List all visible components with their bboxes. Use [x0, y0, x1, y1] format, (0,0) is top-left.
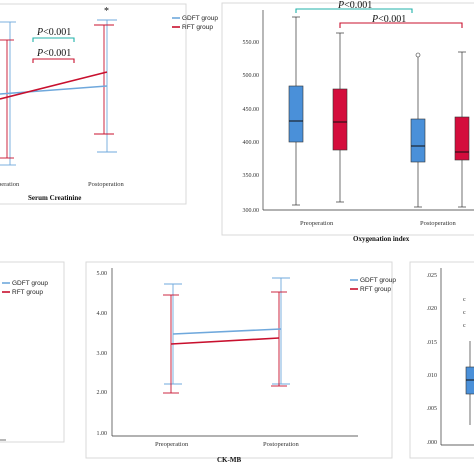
series-line-rft — [170, 337, 280, 345]
legend-label-rft: RFT group — [360, 286, 391, 293]
box-iqr — [288, 85, 304, 143]
error-bars-rft — [0, 24, 114, 159]
box-rft-postoperation — [454, 51, 470, 208]
y-tick-label: 550.00 — [243, 40, 260, 46]
axis-title-oxygenation-index: Oxygenation index — [353, 235, 410, 243]
panel-serum-creatinine: P<0.001 P<0.001 * GDFT group RFT group p… — [0, 3, 218, 205]
panel-right-partial: .000 .005 .010 .015 .020 .025 c c c — [409, 261, 474, 459]
y-tick-label: .020 — [427, 306, 438, 312]
box-iqr — [410, 118, 426, 163]
significance-bracket-red — [32, 58, 75, 63]
p-value-label-1: P<0.001 — [36, 27, 71, 38]
y-tick-label: 350.00 — [243, 173, 260, 179]
x-tick-label-postoperation: Postoperation — [420, 220, 456, 227]
panel-frame — [85, 261, 393, 459]
outlier-marker: c — [463, 323, 466, 329]
significance-bracket-teal — [32, 37, 75, 42]
y-ticks: .000 .005 .010 .015 .020 .025 — [427, 273, 438, 446]
series-line-gdft — [0, 85, 108, 95]
panel-frame — [221, 2, 474, 236]
y-tick-label: .025 — [427, 273, 438, 279]
y-tick-label: 2.00 — [97, 390, 108, 396]
significance-star: * — [104, 6, 109, 17]
y-tick-label: 400.00 — [243, 140, 260, 146]
series-line-rft — [0, 71, 108, 100]
y-tick-label: 5.00 — [97, 271, 108, 277]
p-value-label-2: P<0.001 — [371, 14, 406, 25]
outlier-marker: c — [463, 310, 466, 316]
y-tick-label: 3.00 — [97, 351, 108, 357]
y-ticks: 300.00 350.00 400.00 450.00 500.00 550.0… — [243, 40, 260, 214]
box-rft-preoperation — [332, 32, 348, 203]
p-value-label-1: P<0.001 — [337, 0, 372, 11]
y-ticks: 1.00 2.00 3.00 4.00 5.00 — [97, 271, 108, 437]
box-gdft-postoperation — [410, 52, 426, 208]
panel-left-partial: GDFT group RFT group — [0, 261, 65, 443]
y-tick-label: 4.00 — [97, 311, 108, 317]
panel-frame — [409, 261, 474, 459]
outlier-marker: c — [463, 297, 466, 303]
series-line-gdft — [172, 328, 282, 335]
panel-oxygenation-index: 300.00 350.00 400.00 450.00 500.00 550.0… — [221, 0, 474, 243]
box-iqr — [454, 116, 470, 161]
y-tick-label: .015 — [427, 340, 438, 346]
axis-title-serum-creatinine: Serum Creatinine — [28, 194, 81, 202]
y-tick-label: .005 — [427, 406, 438, 412]
x-tick-label-preoperation: Preoperation — [300, 220, 334, 227]
box-gdft-preoperation — [288, 16, 304, 206]
y-tick-label: .010 — [427, 373, 438, 379]
y-tick-label: .000 — [427, 440, 438, 446]
x-tick-label-preoperation: Preoperation — [155, 441, 189, 448]
legend: GDFT group RFT group — [2, 280, 48, 296]
significance-bracket-teal — [295, 8, 413, 13]
box-outlier — [415, 52, 421, 58]
legend-label-gdft: GDFT group — [360, 277, 396, 284]
legend: GDFT group RFT group — [172, 15, 218, 31]
box-iqr — [332, 88, 348, 151]
y-tick-label: 500.00 — [243, 73, 260, 79]
panel-frame — [0, 3, 187, 205]
legend-label-rft: RFT group — [182, 24, 213, 31]
y-tick-label: 1.00 — [97, 431, 108, 437]
legend-label-gdft: GDFT group — [12, 280, 48, 287]
x-tick-label-postoperation: Postoperation — [88, 181, 124, 188]
legend-label-rft: RFT group — [12, 289, 43, 296]
x-tick-label-postoperation: Postoperation — [263, 441, 299, 448]
legend-label-gdft: GDFT group — [182, 15, 218, 22]
panel-frame — [0, 261, 65, 443]
legend: GDFT group RFT group — [350, 277, 396, 293]
y-tick-label: 450.00 — [243, 107, 260, 113]
axis-title-ck-mb: CK-MB — [217, 456, 241, 464]
panel-ck-mb: 1.00 2.00 3.00 4.00 5.00 GDFT g — [85, 261, 396, 464]
significance-bracket-red — [339, 22, 463, 28]
y-tick-label: 300.00 — [243, 208, 260, 214]
box-gdft — [465, 341, 474, 425]
x-tick-label-preoperation: peration — [0, 181, 20, 188]
p-value-label-2: P<0.001 — [36, 48, 71, 59]
